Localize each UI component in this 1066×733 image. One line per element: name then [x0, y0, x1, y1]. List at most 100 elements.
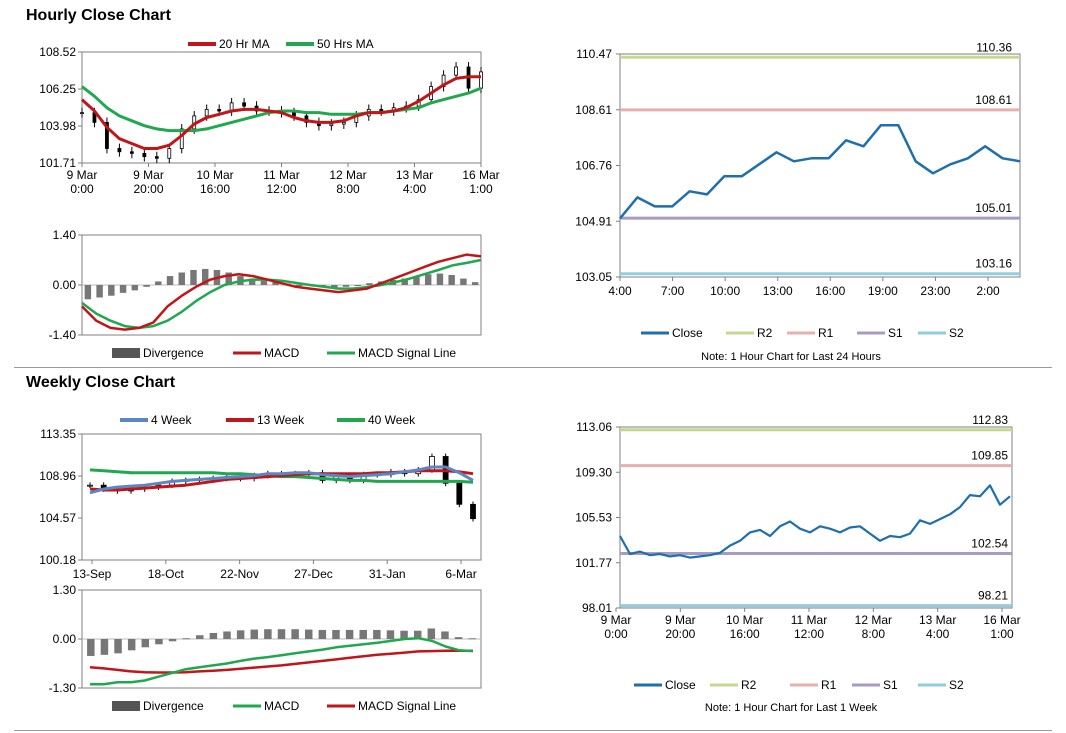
- weekly-divergence-bar: [223, 631, 231, 639]
- hourly-candle-body: [341, 122, 346, 125]
- hourly-candle-body: [454, 66, 458, 76]
- weekly-divergence-bar: [345, 629, 354, 639]
- hourly-pivot-x-axis-label: 23:00: [920, 284, 950, 298]
- hourly-legend-divergence-swatch: [112, 348, 140, 358]
- hourly-pivot-legend-r2-label: R2: [757, 326, 773, 340]
- hourly-price-y-axis-label: 103.98: [39, 119, 76, 133]
- weekly-divergence-bar: [168, 639, 177, 642]
- weekly-pivot-x-axis-label: 9 Mar: [665, 613, 696, 627]
- weekly-price-x-axis-label: 18-Oct: [148, 567, 185, 581]
- hourly-divergence-bar: [96, 285, 103, 298]
- hourly-price-x-axis-label: 10 Mar: [196, 168, 233, 182]
- hourly-divergence-bar: [225, 272, 232, 285]
- weekly-candle-body: [87, 484, 93, 487]
- hourly-candle-body: [117, 148, 122, 153]
- weekly-divergence-bar: [182, 638, 190, 640]
- hourly-pivot-x-axis-label: 2:00: [976, 284, 1000, 298]
- hourly-candle-body: [105, 122, 109, 149]
- weekly-pivot-x-axis-label: 0:00: [604, 627, 628, 641]
- hourly-price-x-axis-label: 12 Mar: [329, 168, 366, 182]
- weekly-pivot-x-axis-label: 10 Mar: [726, 613, 763, 627]
- hourly-divergence-bar: [354, 285, 362, 286]
- weekly-divergence-bar: [264, 629, 272, 639]
- weekly-divergence-bar: [400, 630, 408, 639]
- hourly-divergence-bar: [119, 285, 127, 293]
- section-divider: [14, 367, 1052, 368]
- hourly-legend-ma50-label: 50 Hrs MA: [317, 37, 374, 51]
- hourly-pivot-legend-s1-label: S1: [888, 326, 903, 340]
- hourly-macd-line: [81, 253, 482, 331]
- weekly-price-x-axis-label: 22-Nov: [220, 567, 259, 581]
- weekly-divergence-bar: [332, 629, 340, 639]
- weekly-divergence-bar: [318, 629, 327, 639]
- hourly-macd-y-axis-label: 1.40: [53, 228, 77, 242]
- hourly-divergence-bar: [342, 285, 350, 287]
- hourly-divergence-bar: [108, 285, 115, 296]
- weekly-pivot-y-axis-label: 109.30: [575, 465, 612, 479]
- weekly-divergence-bar: [373, 629, 381, 639]
- weekly-legend-13wk-label: 13 Week: [257, 413, 305, 427]
- weekly-divergence-bar: [114, 639, 122, 654]
- hourly-divergence-bar: [295, 285, 303, 286]
- hourly-price-y-axis-label: 106.25: [39, 82, 76, 96]
- hourly-divergence-bar: [401, 278, 408, 285]
- hourly-price-x-axis-label: 1:00: [469, 182, 493, 196]
- hourly-price-y-axis-label: 101.71: [39, 156, 76, 170]
- hourly-legend-signal-label: MACD Signal Line: [358, 346, 456, 360]
- hourly-pivot-legend-close-label: Close: [672, 326, 703, 340]
- weekly-price-frame: [81, 433, 482, 561]
- weekly-divergence-bar: [441, 631, 449, 639]
- hourly-divergence-bar: [155, 281, 162, 285]
- weekly-level-s2-label: 98.21: [978, 589, 1008, 603]
- weekly-pivot-x-axis-label: 1:00: [990, 627, 1014, 641]
- weekly-legend-40wk-label: 40 Week: [368, 413, 416, 427]
- hourly-candle-body: [329, 123, 334, 127]
- hourly-pivot-note: Note: 1 Hour Chart for Last 24 Hours: [701, 351, 881, 363]
- hourly-candle-body: [379, 108, 384, 112]
- hourly-candle-body: [80, 112, 84, 115]
- weekly-level-s1-label: 102.54: [971, 537, 1008, 551]
- weekly-divergence-bar: [127, 639, 136, 651]
- hourly-legend-ma20-label: 20 Hr MA: [219, 37, 270, 51]
- hourly-pivot-x-axis-label: 19:00: [868, 284, 898, 298]
- weekly-price-x-axis-label: 31-Jan: [369, 567, 406, 581]
- weekly-legend-divergence-swatch: [112, 701, 140, 711]
- hourly-pivot-x-axis-label: 13:00: [763, 284, 793, 298]
- hourly-pivot-x-axis-label: 10:00: [710, 284, 740, 298]
- weekly-pivot-close-line: [619, 484, 1011, 559]
- hourly-pivot-close-line: [619, 123, 1021, 220]
- hourly-price-x-axis-label: 4:00: [403, 182, 427, 196]
- weekly-level-r2-label: 112.83: [972, 413, 1008, 427]
- weekly-price-y-axis-label: 113.35: [40, 427, 76, 441]
- hourly-candle-body: [204, 108, 209, 117]
- weekly-pivot-legend-r1-label: R1: [821, 678, 837, 692]
- weekly-macd-y-axis-label: 1.30: [53, 583, 77, 597]
- weekly-price-y-axis-label: 108.96: [39, 469, 76, 483]
- hourly-divergence-bar: [436, 273, 444, 285]
- weekly-pivot-note: Note: 1 Hour Chart for Last 1 Week: [705, 702, 878, 714]
- weekly-pivot-x-axis-label: 4:00: [926, 627, 950, 641]
- weekly-divergence-bar: [454, 637, 463, 639]
- weekly-legend-signal-label: MACD Signal Line: [358, 699, 456, 713]
- weekly-level-r1-label: 109.85: [971, 449, 1008, 463]
- hourly-divergence-bar: [260, 280, 268, 285]
- weekly-pivot-y-axis-label: 113.06: [576, 420, 612, 434]
- hourly-candle-body: [292, 112, 296, 117]
- weekly-divergence-bar: [468, 638, 476, 640]
- hourly-price-x-axis-label: 16 Mar: [462, 168, 499, 182]
- hourly-divergence-bar: [248, 278, 256, 285]
- weekly-divergence-bar: [196, 635, 204, 639]
- weekly-signal-line: [89, 649, 473, 674]
- hourly-ma50-line: [81, 85, 482, 133]
- hourly-divergence-bar: [460, 278, 467, 285]
- hourly-pivot-legend-r1-label: R1: [818, 326, 834, 340]
- weekly-pivot-x-axis-label: 11 Mar: [791, 613, 827, 627]
- weekly-divergence-bar: [209, 632, 218, 639]
- hourly-price-x-axis-label: 13 Mar: [396, 168, 433, 182]
- hourly-price-x-axis-label: 12:00: [266, 182, 296, 196]
- weekly-pivot-x-axis-label: 20:00: [665, 627, 695, 641]
- weekly-price-x-axis-label: 27-Dec: [294, 567, 333, 581]
- hourly-level-s2-label: 103.16: [975, 257, 1012, 271]
- weekly-divergence-bar: [87, 639, 95, 656]
